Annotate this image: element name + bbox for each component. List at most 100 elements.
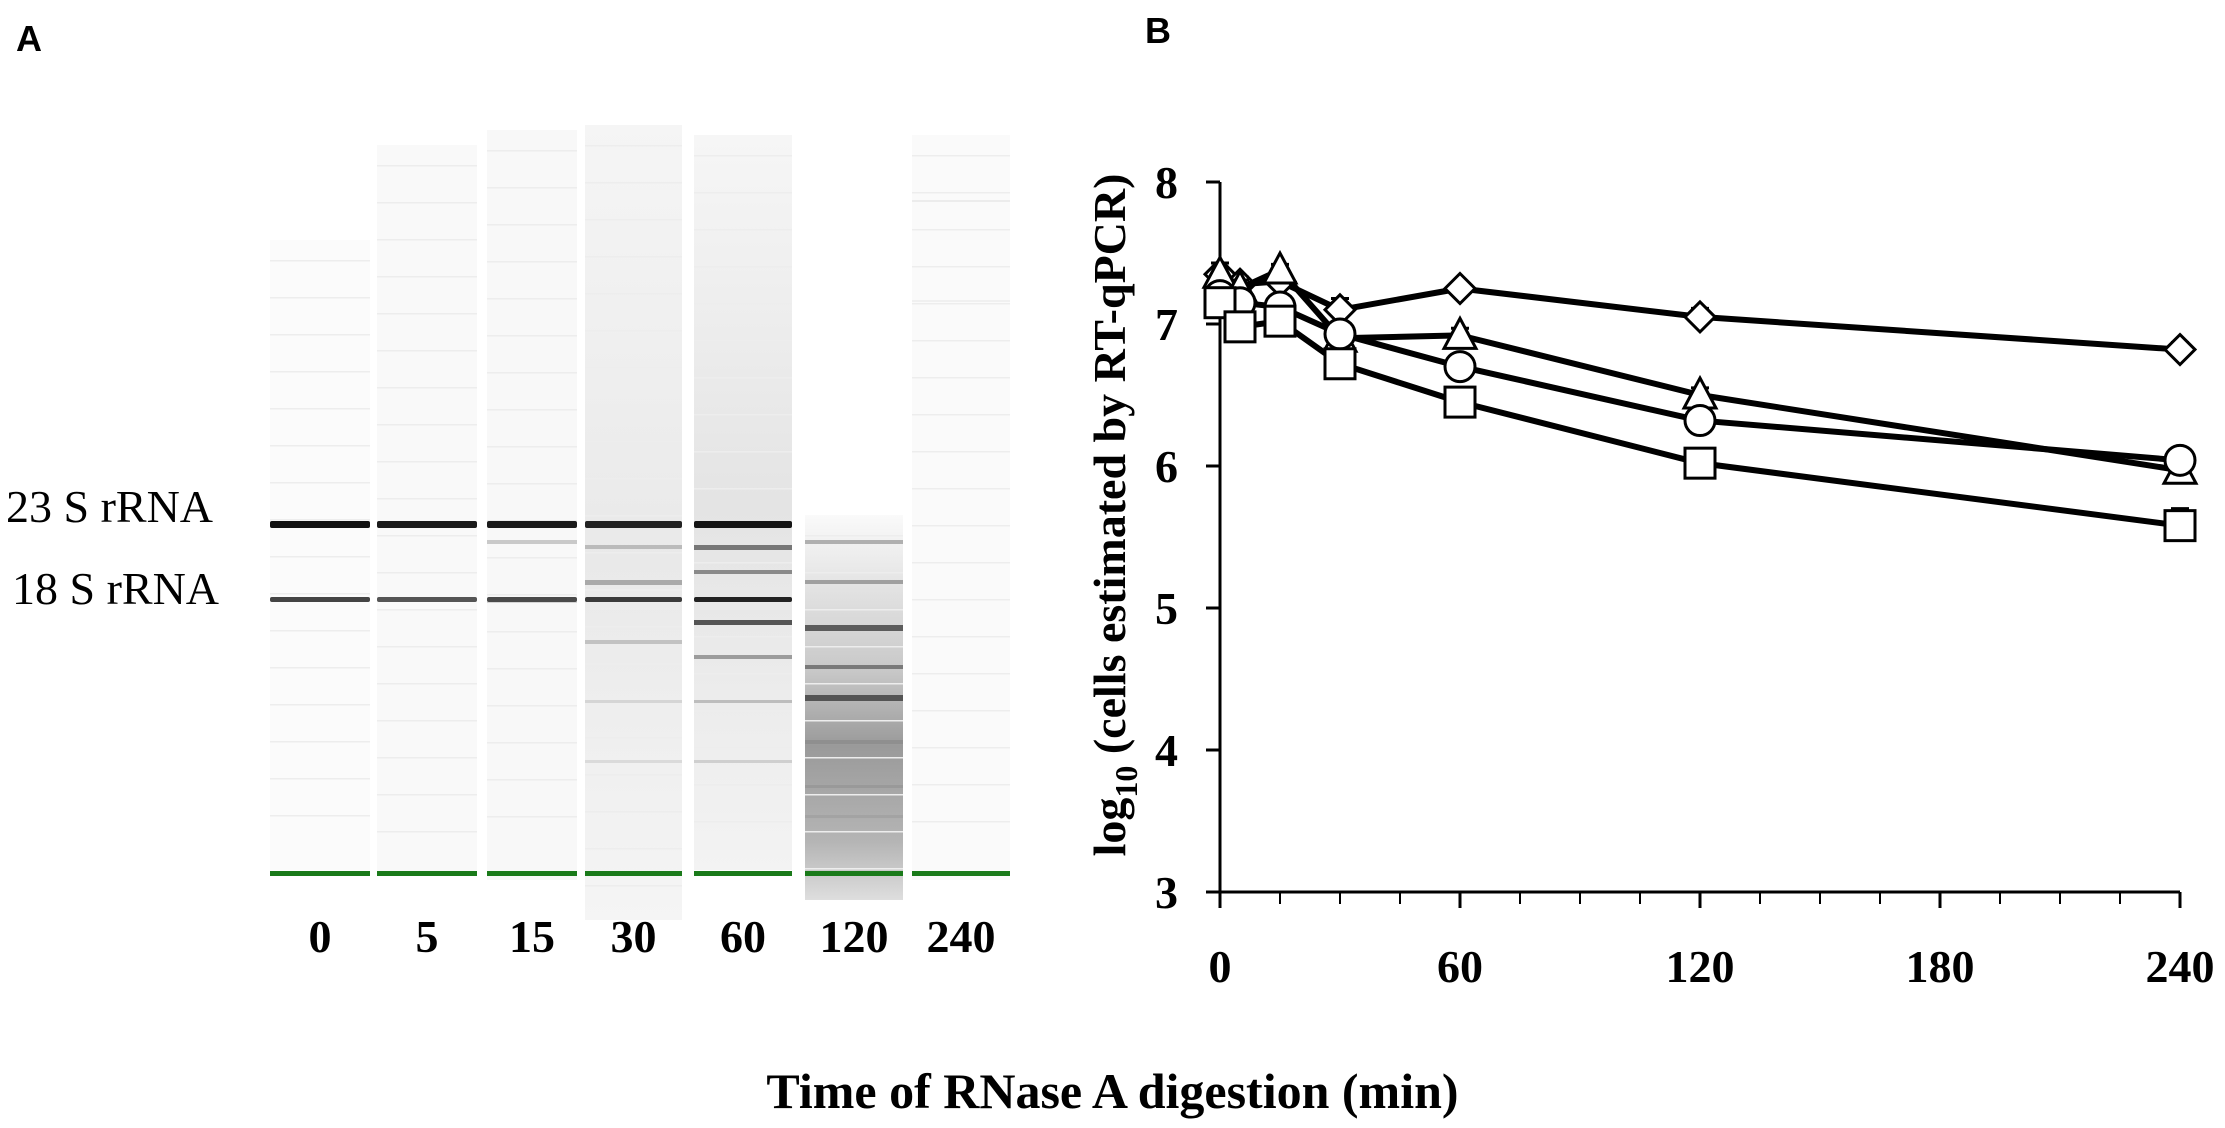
y-tick-label: 6 (1155, 441, 1178, 492)
gel-background-line (585, 774, 682, 776)
gel-background-line (585, 885, 682, 887)
gel-background-line (912, 266, 1010, 268)
gel-marker-line (912, 871, 1010, 876)
gel-background-line (487, 631, 577, 633)
gel-background-line (912, 303, 1010, 305)
gel-marker-line (487, 871, 577, 876)
gel-background-line (487, 705, 577, 707)
gel-background-line (585, 441, 682, 443)
panel-b-label: B (1145, 10, 1171, 51)
gel-lane-240 (912, 135, 1010, 880)
lane-label: 60 (720, 911, 766, 962)
gel-minor-band (585, 580, 682, 585)
y-tick-label: 8 (1155, 157, 1178, 208)
x-axis-title: Time of RNase A digestion (min) (766, 1063, 1459, 1119)
gel-marker-line (805, 871, 903, 876)
gel-background-line (912, 155, 1010, 157)
gel-background-line (585, 330, 682, 332)
marker-circle (2163, 443, 2197, 477)
y-tick-label: 4 (1155, 725, 1178, 776)
gel-background-line (805, 794, 903, 796)
gel-background-line (694, 377, 792, 379)
band-label-23s: 23 S rRNA (6, 481, 214, 532)
marker-square (2163, 509, 2197, 543)
gel-background-line (270, 667, 370, 669)
gel-minor-band (585, 545, 682, 549)
x-tick-label: 180 (1906, 941, 1975, 992)
gel-background-line (377, 202, 477, 204)
gel-background-line (585, 737, 682, 739)
gel-background-line (912, 451, 1010, 453)
gel-background-line (694, 747, 792, 749)
gel-marker-line (270, 871, 370, 876)
gel-background-line (694, 562, 792, 564)
lane-label: 5 (416, 911, 439, 962)
gel-lane-15 (487, 130, 577, 880)
y-axis-title-rest: (cells estimated by RT-qPCR) (1084, 174, 1135, 766)
gel-background-line (487, 779, 577, 781)
gel-background-line (377, 276, 477, 278)
gel-minor-band (805, 740, 903, 744)
gel-background-line (377, 239, 477, 241)
gel-background-line (487, 742, 577, 744)
marker-diamond (2162, 332, 2198, 367)
gel-background-line (694, 229, 792, 231)
lane-label: 30 (611, 911, 657, 962)
gel-background-line (377, 461, 477, 463)
gel-background-line (805, 720, 903, 722)
gel-minor-band (805, 815, 903, 818)
gel-background-line (694, 636, 792, 638)
gel-background-line (805, 831, 903, 833)
gel-minor-band (805, 540, 903, 544)
gel-background-line (377, 535, 477, 537)
gel-minor-band (694, 620, 792, 625)
gel-background-line (487, 335, 577, 337)
gel-background-line (377, 424, 477, 426)
gel-minor-band (694, 760, 792, 763)
gel-background-line (487, 298, 577, 300)
marker-square (1323, 347, 1357, 381)
gel-background-line (487, 446, 577, 448)
gel-background-line (377, 646, 477, 648)
gel-background-line (377, 794, 477, 796)
gel-background-line (694, 451, 792, 453)
gel-background-line (912, 599, 1010, 601)
gel-minor-band (805, 580, 903, 584)
marker-circle (1323, 317, 1357, 351)
gel-background-line (585, 367, 682, 369)
marker-square (1223, 310, 1257, 344)
y-axis-title-sub: 10 (1108, 766, 1144, 798)
gel-background-line (805, 572, 903, 574)
gel-background-line (377, 165, 477, 167)
gel-background-line (377, 498, 477, 500)
gel-band-18s (377, 597, 477, 602)
gel-background-line (487, 150, 577, 152)
gel-background-line (912, 229, 1010, 231)
gel-band-23s (270, 521, 370, 528)
x-tick-label: 0 (1209, 941, 1232, 992)
gel-minor-band (585, 700, 682, 703)
gel-band-18s (585, 597, 682, 602)
gel-background-line (805, 683, 903, 685)
gel-background-line (585, 552, 682, 554)
band-label-18s: 18 S rRNA (12, 563, 220, 614)
marker-circle (1683, 404, 1717, 438)
gel-background-line (912, 673, 1010, 675)
gel-minor-band (805, 625, 903, 631)
gel-marker-line (694, 871, 792, 876)
gel-background-line (912, 192, 1010, 194)
gel-minor-band (694, 545, 792, 550)
gel-background-line (694, 488, 792, 490)
gel-band-23s (377, 521, 477, 528)
gel-background-line (694, 821, 792, 823)
lane-label: 120 (820, 911, 889, 962)
marker-circle (1443, 350, 1477, 384)
gel-background-line (270, 815, 370, 817)
y-tick-label: 7 (1155, 299, 1178, 350)
gel-background-line (805, 646, 903, 648)
gel-background-line (270, 260, 370, 262)
gel-background-line (487, 261, 577, 263)
gel-background-line (694, 414, 792, 416)
gel-background-line (912, 784, 1010, 786)
